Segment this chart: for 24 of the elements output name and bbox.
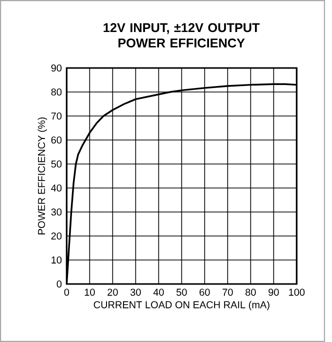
x-tick-label: 70: [222, 288, 233, 296]
x-tick-label: 0: [64, 288, 69, 296]
x-tick-label: 10: [84, 288, 95, 296]
y-axis-title: POWER EFFICIENCY (%): [37, 117, 47, 234]
x-tick-label: 20: [107, 288, 118, 296]
x-tick-label: 50: [176, 288, 187, 296]
y-tick-label: 90: [51, 64, 62, 72]
x-tick-label: 100: [288, 288, 304, 296]
x-axis-title: CURRENT LOAD ON EACH RAIL (mA): [94, 300, 270, 310]
y-tick-label: 40: [50, 184, 62, 192]
y-tick-label: 70: [51, 112, 62, 120]
y-tick-label: 30: [50, 208, 62, 216]
y-tick-label: 10: [51, 256, 62, 264]
y-tick-label: 60: [51, 136, 62, 144]
chart-title: 12V INPUT, ±12V OUTPUT POWER EFFICIENCY: [103, 23, 260, 48]
y-tick-label: 80: [51, 88, 62, 96]
x-tick-label: 80: [245, 288, 256, 296]
x-tick-label: 30: [130, 288, 141, 296]
y-tick-label: 50: [51, 160, 62, 168]
x-tick-label: 90: [268, 288, 279, 296]
y-tick-label: 20: [51, 232, 62, 240]
x-tick-label: 60: [199, 288, 210, 296]
x-tick-label: 40: [153, 288, 164, 296]
y-tick-label: 0: [56, 280, 62, 288]
